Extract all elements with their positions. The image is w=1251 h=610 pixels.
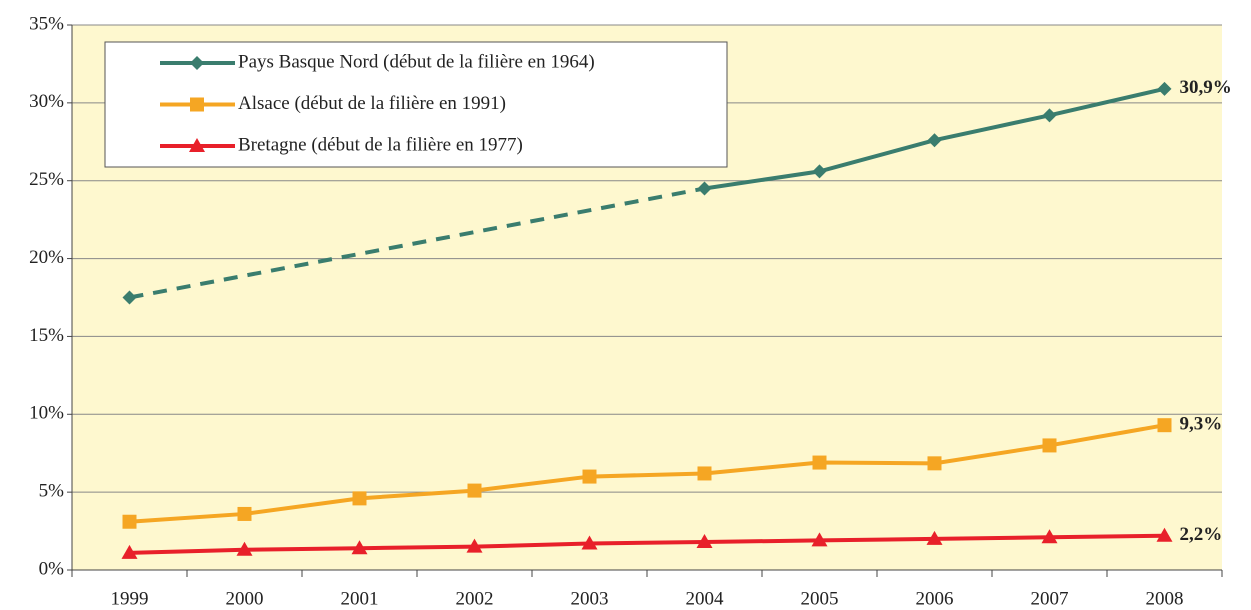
marker [1042, 438, 1057, 453]
value-label: 2,2% [1180, 524, 1223, 545]
y-tick-label: 25% [29, 169, 64, 190]
value-label: 30,9% [1180, 77, 1232, 98]
y-tick-label: 35% [29, 13, 64, 34]
marker [352, 491, 367, 506]
marker [1157, 418, 1172, 433]
x-tick-label: 1999 [111, 588, 149, 609]
marker [811, 532, 828, 547]
gap-line [129, 186, 705, 300]
y-tick-label: 20% [29, 247, 64, 268]
marker [190, 97, 204, 112]
marker [582, 469, 597, 484]
marker [237, 506, 252, 521]
y-tick-label: 0% [39, 558, 65, 579]
x-tick-label: 2004 [686, 588, 725, 609]
marker [1156, 527, 1173, 542]
marker [121, 544, 138, 559]
x-tick-label: 2006 [916, 588, 954, 609]
marker [351, 540, 368, 555]
value-label: 9,3% [1180, 414, 1223, 435]
marker [122, 290, 137, 305]
marker [1041, 529, 1058, 544]
marker [190, 56, 204, 70]
marker [236, 541, 253, 556]
y-tick-label: 5% [39, 481, 65, 502]
marker [697, 181, 712, 196]
marker [812, 164, 827, 179]
x-tick-label: 2005 [801, 588, 839, 609]
x-tick-label: 2003 [571, 588, 609, 609]
marker [926, 530, 943, 545]
marker [696, 533, 713, 548]
marker [927, 456, 942, 471]
x-tick-label: 2008 [1146, 588, 1184, 609]
x-tick-label: 2002 [456, 588, 494, 609]
marker [466, 538, 483, 553]
marker [1157, 81, 1172, 96]
y-tick-label: 10% [29, 403, 64, 424]
marker [189, 138, 205, 152]
marker [927, 133, 942, 148]
marker [581, 535, 598, 550]
marker [697, 466, 712, 481]
legend-label: Bretagne (début de la filière en 1977) [238, 134, 523, 155]
series-line [129, 423, 1165, 524]
x-tick-label: 2000 [226, 588, 264, 609]
legend-label: Alsace (début de la filière en 1991) [238, 93, 506, 114]
marker [122, 514, 137, 529]
series-line [129, 533, 1165, 555]
y-tick-label: 30% [29, 91, 64, 112]
x-tick-label: 2001 [341, 588, 379, 609]
marker [812, 455, 827, 470]
marker [1042, 108, 1057, 123]
x-tick-label: 2007 [1031, 588, 1069, 609]
legend-label: Pays Basque Nord (début de la filière en… [238, 51, 595, 72]
marker [467, 483, 482, 498]
y-tick-label: 15% [29, 325, 64, 346]
